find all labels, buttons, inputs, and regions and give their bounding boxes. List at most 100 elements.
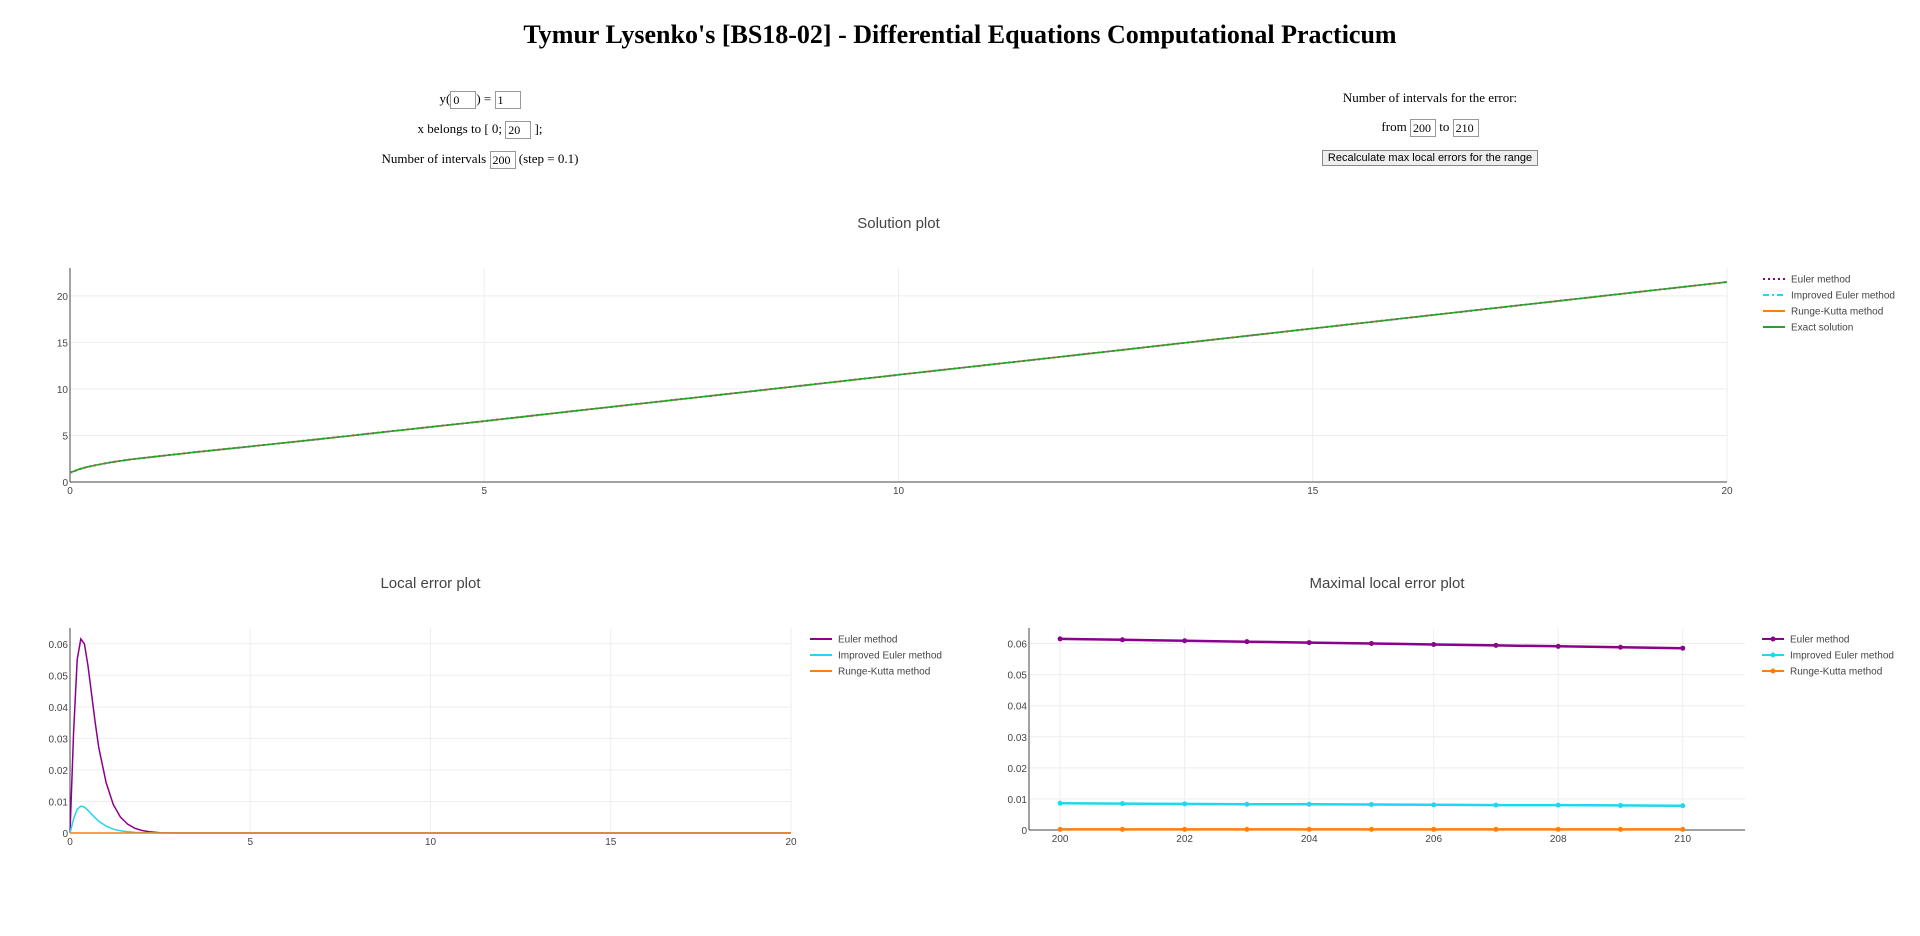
intervals-label: Number of intervals xyxy=(381,151,487,166)
y-tick-label: 0.02 xyxy=(49,766,69,777)
y-tick-label: 0.05 xyxy=(1008,671,1028,682)
data-point xyxy=(1368,641,1374,647)
chart-title: Maximal local error plot xyxy=(1309,575,1465,592)
y-tick-label: 0 xyxy=(1021,826,1027,837)
x-range-row: x belongs to [ 0; ]; xyxy=(340,121,620,140)
data-point xyxy=(1617,802,1623,808)
legend-label: Euler method xyxy=(1791,275,1850,286)
y-tick-label: 10 xyxy=(57,385,69,396)
legend-label: Improved Euler method xyxy=(1791,291,1895,302)
x-tick-label: 20 xyxy=(1721,486,1733,497)
y-tick-label: 5 xyxy=(62,431,68,442)
from-input[interactable] xyxy=(1409,119,1436,138)
x-tick-label: 210 xyxy=(1674,834,1691,845)
legend-label: Runge-Kutta method xyxy=(1791,307,1883,318)
x-tick-label: 15 xyxy=(1307,486,1319,497)
x0-input[interactable] xyxy=(450,91,477,110)
chart-title: Solution plot xyxy=(857,215,940,232)
to-label: to xyxy=(1439,119,1450,134)
legend-marker xyxy=(1770,652,1776,658)
y-tick-label: 0.05 xyxy=(49,671,69,682)
from-label: from xyxy=(1381,119,1407,134)
x-tick-label: 0 xyxy=(67,837,73,848)
y-tick-label: 0.06 xyxy=(49,640,69,651)
data-point xyxy=(1431,641,1437,647)
y-tick-label: 0.04 xyxy=(1008,702,1028,713)
data-point xyxy=(1493,642,1499,648)
data-point xyxy=(1493,826,1499,832)
to-input[interactable] xyxy=(1452,119,1479,138)
data-point xyxy=(1057,636,1063,642)
x-tick-label: 204 xyxy=(1301,834,1318,845)
y-tick-label: 0 xyxy=(62,829,68,840)
x-prefix: x belongs to [ xyxy=(417,121,489,136)
data-point xyxy=(1306,801,1312,807)
data-point xyxy=(1431,802,1437,808)
x-mid: 0; xyxy=(491,121,503,136)
data-point xyxy=(1493,802,1499,808)
intervals-row: Number of intervals (step = 0.1) xyxy=(340,151,620,170)
y-tick-label: 20 xyxy=(57,292,69,303)
legend-marker xyxy=(1770,636,1776,642)
legend-label: Runge-Kutta method xyxy=(1790,667,1882,678)
data-point xyxy=(1555,826,1561,832)
y-tick-label: 0.02 xyxy=(1008,764,1028,775)
data-point xyxy=(1119,826,1125,832)
recalc-row: Recalculate max local errors for the ran… xyxy=(1290,149,1570,166)
y-tick-label: 0 xyxy=(62,478,68,489)
data-point xyxy=(1368,826,1374,832)
data-point xyxy=(1617,826,1623,832)
data-point xyxy=(1119,637,1125,643)
y-mid: ) = xyxy=(476,91,492,106)
data-point xyxy=(1244,801,1250,807)
x-tick-label: 10 xyxy=(425,837,437,848)
error-title: Number of intervals for the error: xyxy=(1342,90,1518,105)
y-tick-label: 0.03 xyxy=(49,734,69,745)
y-tick-label: 0.06 xyxy=(1008,640,1028,651)
x-tick-label: 10 xyxy=(893,486,905,497)
data-point xyxy=(1680,826,1686,832)
page-title: Tymur Lysenko's [BS18-02] - Differential… xyxy=(523,20,1397,49)
legend-label: Euler method xyxy=(838,635,897,646)
data-point xyxy=(1555,802,1561,808)
y-tick-label: 0.01 xyxy=(1008,795,1028,806)
x-tick-label: 0 xyxy=(67,486,73,497)
x-tick-label: 20 xyxy=(785,837,797,848)
data-point xyxy=(1680,803,1686,809)
x-max-input[interactable] xyxy=(505,121,532,140)
data-point xyxy=(1555,643,1561,649)
data-point xyxy=(1182,801,1188,807)
data-point xyxy=(1182,638,1188,644)
max-local-error-chart[interactable]: Maximal local error plot 200 202 204 206 208 2… xyxy=(960,565,1920,865)
data-point xyxy=(1617,644,1623,650)
series-line xyxy=(69,281,1728,474)
legend-label: Runge-Kutta method xyxy=(838,667,930,678)
step-text: (step = 0.1) xyxy=(518,151,579,166)
recalculate-button[interactable]: Recalculate max local errors for the ran… xyxy=(1321,150,1539,166)
y-tick-label: 15 xyxy=(57,338,69,349)
intervals-input[interactable] xyxy=(489,151,516,170)
initial-condition-row: y( ) = xyxy=(340,91,620,110)
legend-marker xyxy=(1770,668,1776,674)
data-point xyxy=(1119,801,1125,807)
y-tick-label: 0.04 xyxy=(49,703,69,714)
data-point xyxy=(1306,640,1312,646)
x-tick-label: 5 xyxy=(247,837,253,848)
data-point xyxy=(1431,826,1437,832)
y-tick-label: 0.01 xyxy=(49,797,69,808)
x-tick-label: 5 xyxy=(481,486,487,497)
y-prefix: y( xyxy=(439,91,451,106)
legend-label: Euler method xyxy=(1790,635,1849,646)
data-point xyxy=(1244,639,1250,645)
data-point xyxy=(1306,826,1312,832)
data-point xyxy=(1368,802,1374,808)
data-point xyxy=(1057,826,1063,832)
x-suffix: ]; xyxy=(534,121,543,136)
y0-input[interactable] xyxy=(494,91,521,110)
data-point xyxy=(1244,826,1250,832)
x-tick-label: 200 xyxy=(1052,834,1069,845)
data-point xyxy=(1680,645,1686,651)
solution-chart[interactable]: Solution plot 0 5 10 15 20 0 5 10 15 20 Euler metho… xyxy=(0,200,1920,570)
local-error-chart[interactable]: Local error plot 0 5 10 15 20 0 0.01 0.02 0.03 0.0… xyxy=(0,565,960,865)
data-point xyxy=(1182,826,1188,832)
